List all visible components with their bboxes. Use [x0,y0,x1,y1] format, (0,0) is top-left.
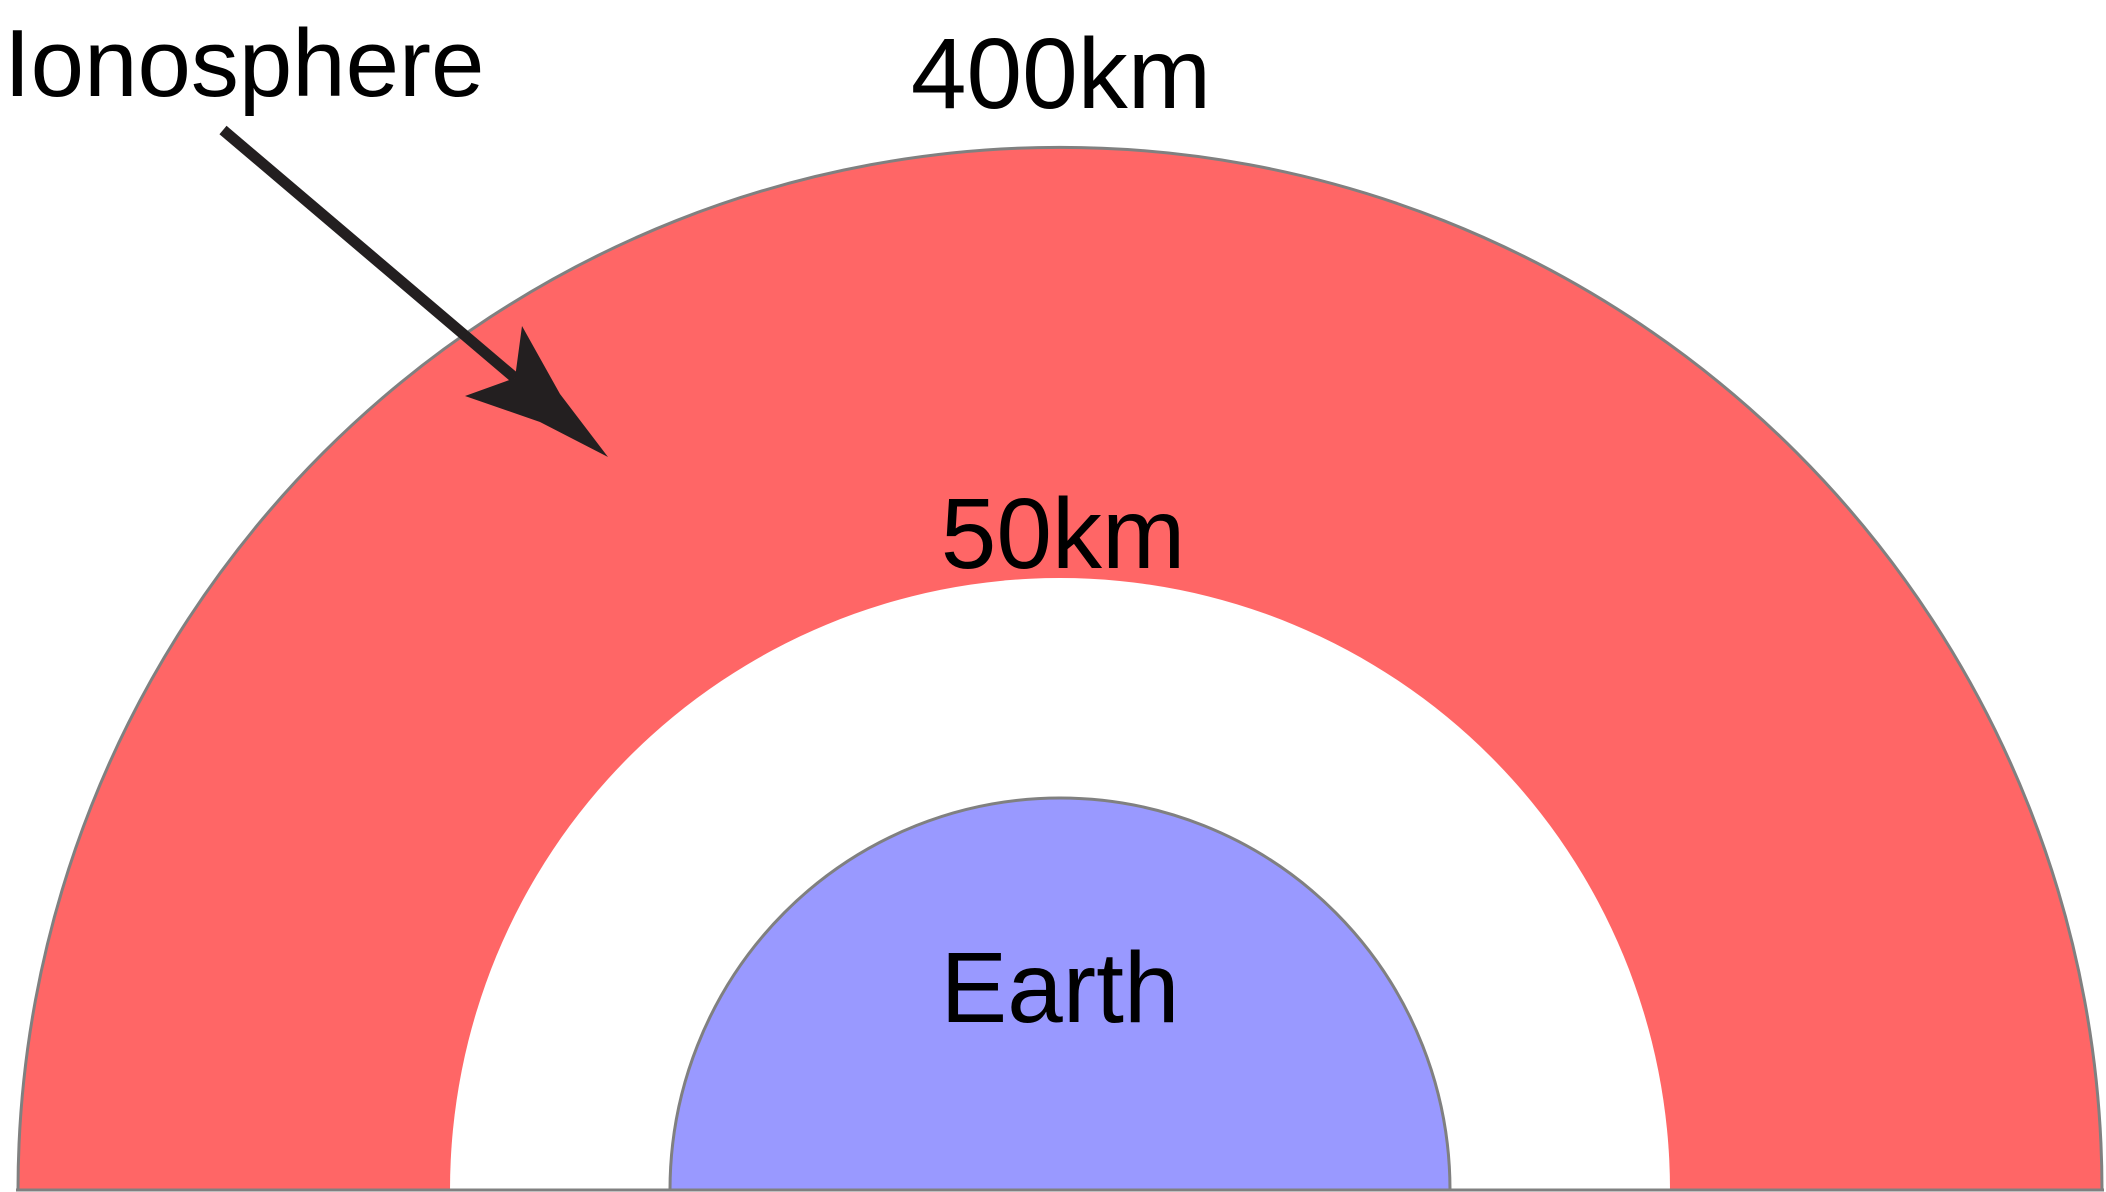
outer-altitude-label: 400km [911,18,1211,130]
ionosphere-label: Ionosphere [4,10,484,117]
inner-altitude-label: 50km [941,478,1186,590]
earth-disc [668,796,1452,1192]
earth-label: Earth [940,932,1179,1044]
ionosphere-arrow [219,125,608,457]
